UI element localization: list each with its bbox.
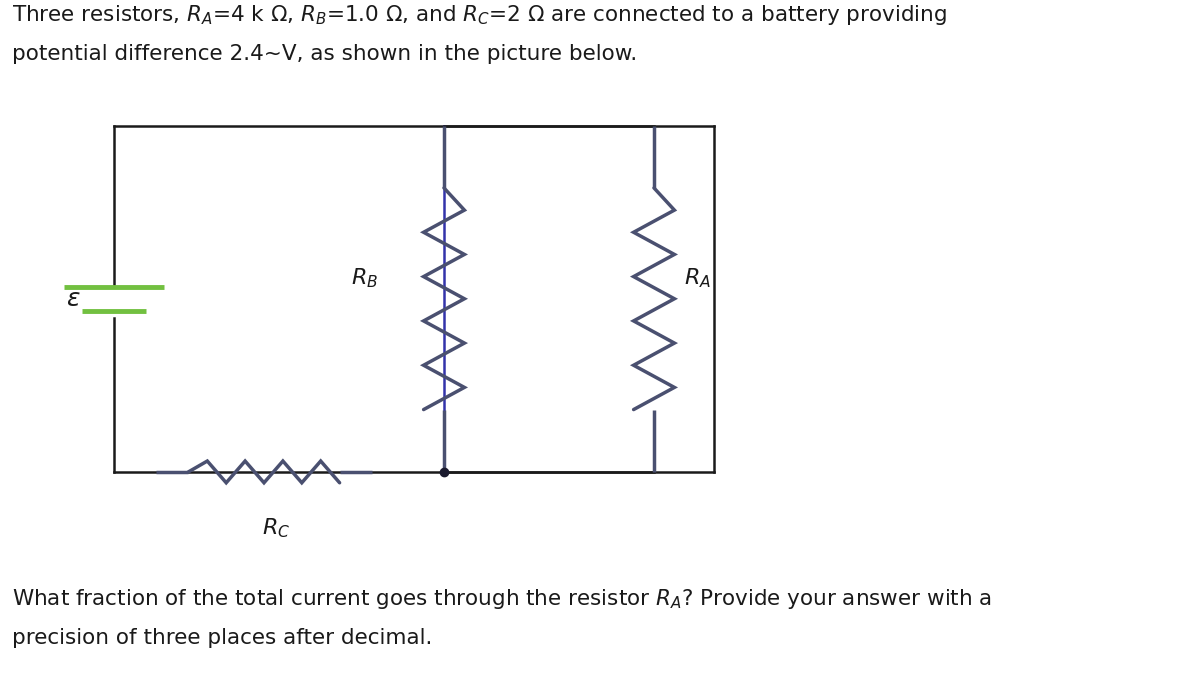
Text: $R_B$: $R_B$ (350, 267, 378, 290)
Text: $\epsilon$: $\epsilon$ (66, 287, 80, 311)
Text: precision of three places after decimal.: precision of three places after decimal. (12, 628, 432, 648)
Text: $R_A$: $R_A$ (684, 267, 710, 290)
Text: potential difference 2.4~V, as shown in the picture below.: potential difference 2.4~V, as shown in … (12, 44, 637, 64)
Text: $R_C$: $R_C$ (262, 516, 290, 540)
Text: Three resistors, $R_A$=4 k Ω, $R_B$=1.0 Ω, and $R_C$=2 Ω are connected to a batt: Three resistors, $R_A$=4 k Ω, $R_B$=1.0 … (12, 3, 947, 27)
Text: What fraction of the total current goes through the resistor $R_A$? Provide your: What fraction of the total current goes … (12, 587, 992, 611)
